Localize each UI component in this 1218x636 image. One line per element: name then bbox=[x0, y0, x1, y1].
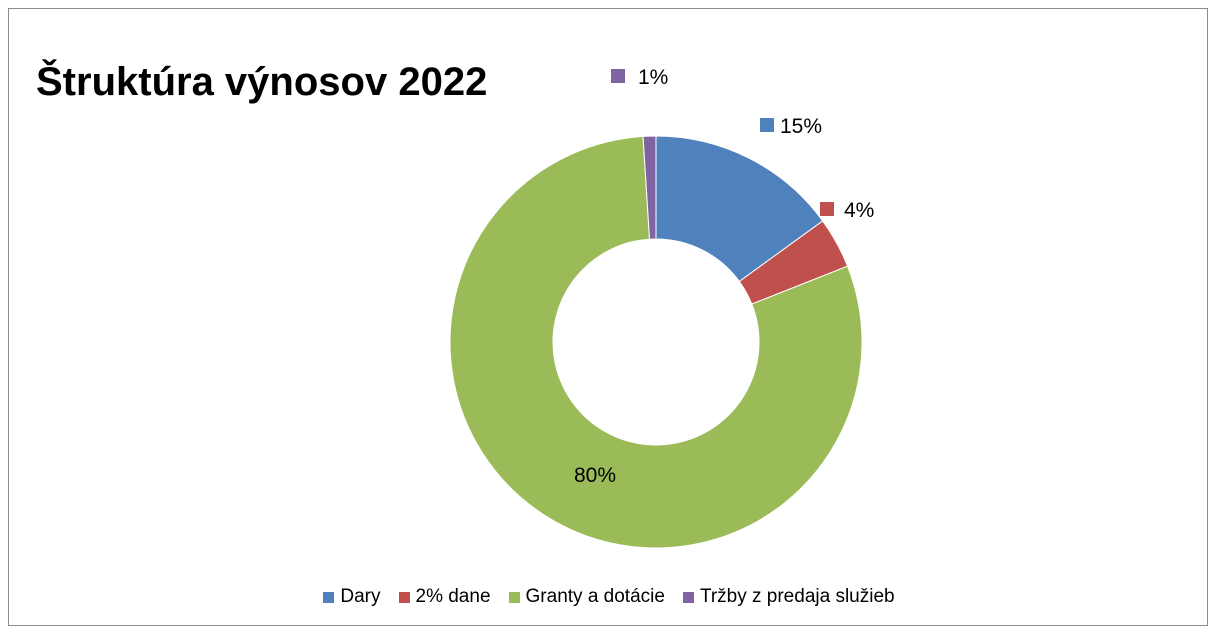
legend-item-dary: Dary bbox=[323, 586, 381, 608]
data-label-trzby-z-predaja-sluzieb: 1% bbox=[638, 66, 668, 89]
legend-swatch bbox=[323, 591, 335, 603]
legend-label: Dary bbox=[340, 586, 381, 607]
legend-label: Granty a dotácie bbox=[525, 586, 665, 607]
chart-title: Štruktúra výnosov 2022 bbox=[36, 60, 488, 104]
slice-dary bbox=[655, 135, 824, 283]
chart-legend: Dary 2% dane Granty a dotácie Tržby z preda… bbox=[0, 586, 1218, 608]
legend-item-2-dane: 2% dane bbox=[398, 586, 491, 608]
data-label-marker-trzby-z-predaja-sluzieb bbox=[611, 69, 625, 83]
data-label-marker-dary bbox=[760, 118, 774, 132]
slice-trzby-z-predaja-sluzieb bbox=[642, 135, 657, 240]
legend-swatch bbox=[682, 591, 694, 603]
legend-item-trzby-z-predaja-sluzieb: Tržby z predaja služieb bbox=[682, 586, 895, 608]
data-label-dary: 15% bbox=[780, 115, 822, 138]
legend-swatch bbox=[508, 591, 520, 603]
data-label-granty-a-dotacie: 80% bbox=[574, 464, 616, 487]
data-label-marker-2-dane bbox=[820, 202, 834, 216]
legend-label: Tržby z predaja služieb bbox=[699, 586, 895, 607]
legend-item-granty-a-dotacie: Granty a dotácie bbox=[508, 586, 665, 608]
legend-label: 2% dane bbox=[415, 586, 491, 607]
slice-granty-a-dotacie bbox=[449, 135, 863, 549]
data-label-2-dane: 4% bbox=[844, 199, 874, 222]
legend-swatch bbox=[398, 591, 410, 603]
